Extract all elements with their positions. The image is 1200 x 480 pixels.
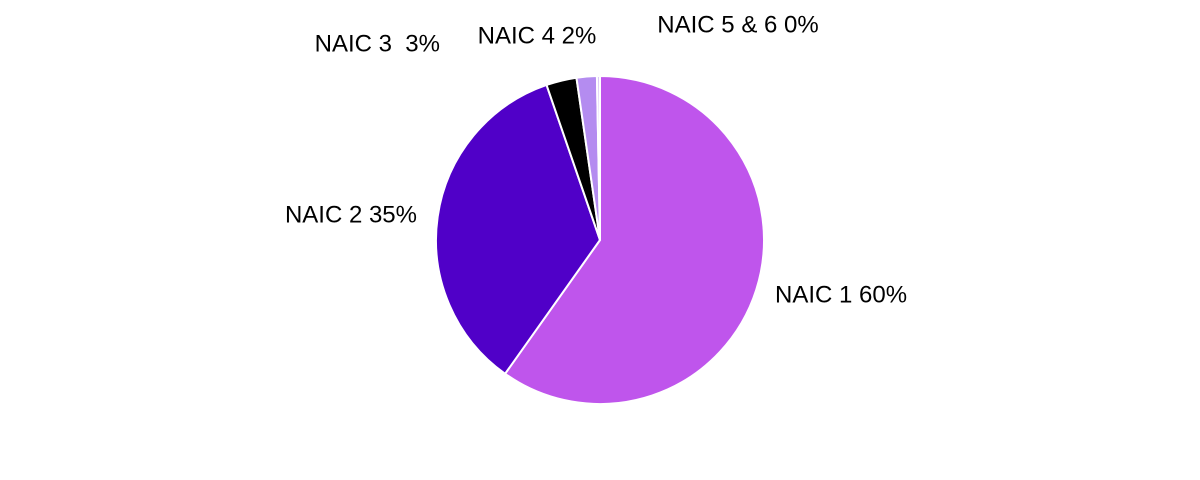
pie-slice bbox=[503, 74, 765, 405]
pie-slice bbox=[595, 74, 601, 241]
slice-label: NAIC 5 & 6 0% bbox=[657, 11, 818, 38]
slice-label: NAIC 2 35% bbox=[285, 201, 417, 228]
slice-label: NAIC 4 2% bbox=[478, 22, 597, 49]
slice-label: NAIC 1 60% bbox=[775, 281, 907, 308]
slice-label: NAIC 3 3% bbox=[315, 30, 440, 57]
pie-slice bbox=[435, 83, 602, 376]
